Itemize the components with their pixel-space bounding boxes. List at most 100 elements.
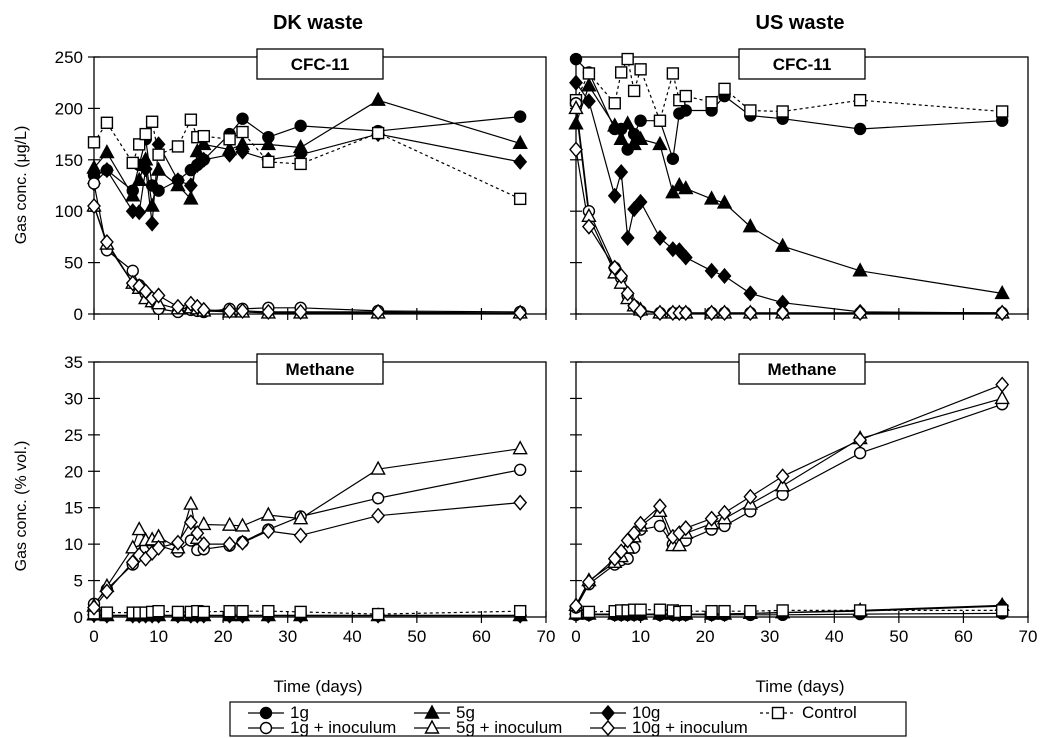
data-point-10g (704, 262, 719, 279)
legend-marker (601, 719, 615, 737)
data-point-5gi (994, 389, 1010, 405)
data-point-control (718, 82, 731, 96)
data-point-10gi (235, 302, 250, 319)
data-point-control (995, 604, 1009, 617)
data-point-10gi (717, 504, 732, 521)
data-point-10gi (704, 304, 719, 322)
data-point-10gi (293, 303, 308, 321)
data-point-5g (774, 237, 791, 252)
data-point-1g (236, 112, 249, 125)
data-point-5g (131, 171, 147, 187)
data-point-control (197, 605, 210, 619)
data-point-control (666, 67, 680, 80)
data-point-5gi (125, 539, 141, 554)
data-point-10gi (678, 520, 693, 537)
data-point-10g (196, 151, 211, 168)
legend-label: 1g (290, 703, 309, 722)
y-tick-label: 5 (74, 572, 83, 591)
data-point-10gi (513, 304, 528, 322)
data-point-control (294, 605, 307, 619)
data-point-5g (370, 91, 386, 106)
panel-us-cfc11: CFC-11 (568, 48, 1029, 322)
data-point-5g (607, 117, 623, 132)
data-point-control (513, 604, 527, 618)
data-point-5g (512, 134, 528, 150)
data-point-5g (260, 135, 277, 151)
panel-title: CFC-11 (291, 55, 350, 74)
data-point-5gi (671, 537, 687, 552)
panel-title: Methane (286, 360, 355, 379)
series-line-1gi (575, 403, 1003, 608)
data-point-10g (653, 229, 667, 247)
y-tick-label: 30 (64, 389, 83, 408)
data-point-1g (853, 122, 867, 136)
y-tick-label: 0 (74, 305, 83, 324)
data-point-10gi (171, 298, 185, 315)
data-point-10gi (569, 597, 583, 615)
plot-frame (93, 361, 547, 618)
data-point-10g (222, 146, 237, 163)
data-point-control (152, 604, 165, 618)
data-point-5g (189, 143, 205, 158)
data-point-5g (632, 130, 649, 145)
data-point-10gi (627, 525, 642, 542)
data-point-control (679, 89, 692, 103)
data-point-10g (235, 143, 250, 160)
data-point-5gi (292, 510, 309, 525)
data-point-5g (665, 184, 681, 199)
panel-title: Methane (768, 360, 837, 379)
x-tick-label: 0 (571, 627, 580, 646)
y-tick-label: 15 (64, 499, 83, 518)
data-point-5g (125, 187, 141, 202)
data-point-1g (152, 184, 165, 197)
legend-marker (259, 706, 273, 720)
y-tick-label: 20 (64, 462, 83, 481)
data-point-10g (743, 285, 758, 302)
x-tick-label: 20 (696, 627, 715, 646)
data-point-control (705, 96, 718, 109)
data-point-control (223, 133, 236, 146)
data-point-1g (294, 119, 307, 133)
x-tick-label: 30 (760, 627, 779, 646)
data-point-1gi (126, 264, 139, 278)
data-point-10g (132, 204, 147, 221)
series-line-10gi (575, 384, 1003, 607)
legend-label: 10g + inoculum (632, 718, 748, 737)
data-point-10g (99, 162, 114, 179)
data-point-5gi (183, 495, 199, 510)
data-point-1gi (513, 463, 527, 477)
data-point-10gi (633, 302, 648, 319)
data-point-5gi (512, 440, 528, 455)
legend-label: Control (802, 703, 857, 722)
data-point-5g (144, 197, 160, 212)
data-point-10gi (678, 304, 693, 322)
data-point-control (371, 126, 385, 140)
data-point-10gi (222, 536, 237, 553)
data-point-10gi (513, 494, 528, 511)
data-point-5g (852, 262, 868, 277)
y-tick-label: 150 (55, 151, 83, 170)
data-point-5gi (774, 477, 791, 492)
data-point-1g (666, 152, 680, 165)
data-point-10g (569, 74, 583, 91)
x-tick-label: 50 (407, 627, 426, 646)
data-point-5gi (131, 521, 147, 536)
x-tick-label: 60 (954, 627, 973, 646)
data-point-10g (717, 267, 732, 285)
panel-title-box (256, 48, 384, 80)
legend-label: 1g + inoculum (290, 718, 396, 737)
data-point-control (145, 115, 159, 128)
y-tick-label: 100 (55, 202, 83, 221)
panel-dk-cfc11: 0 50 100 150 200 250 CFC-11 (55, 48, 547, 324)
data-point-5gi (234, 517, 251, 532)
data-point-10gi (371, 507, 386, 524)
data-point-10gi (704, 510, 719, 527)
data-point-control (223, 604, 236, 618)
x-tick-label: 0 (89, 627, 98, 646)
data-point-10gi (614, 267, 629, 285)
column-title-us: US waste (756, 12, 845, 34)
x-tick-label: 10 (149, 627, 168, 646)
data-point-10gi (190, 525, 205, 542)
data-point-10gi (620, 285, 635, 302)
data-point-10gi (995, 376, 1010, 393)
